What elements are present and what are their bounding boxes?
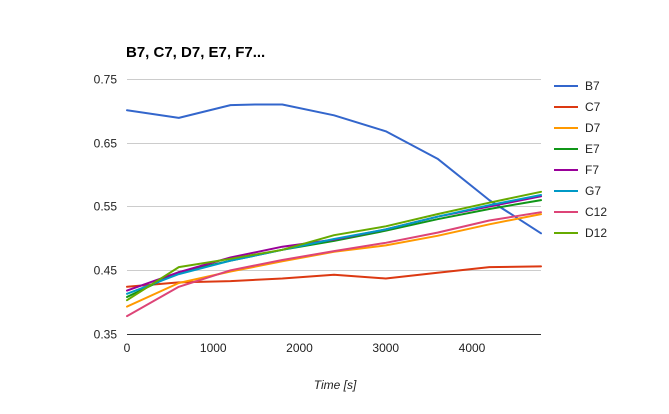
series-line-c12 xyxy=(126,211,542,318)
legend-item-d12[interactable]: D12 xyxy=(554,226,607,240)
x-tick-label: 0 xyxy=(124,341,131,355)
x-tick-label: 1000 xyxy=(200,341,227,355)
legend-item-g7[interactable]: G7 xyxy=(554,184,601,198)
series-line-e7 xyxy=(126,199,542,298)
x-axis-label: Time [s] xyxy=(314,378,357,392)
legend-label: D7 xyxy=(585,121,601,135)
y-tick-label: 0.35 xyxy=(94,328,118,342)
legend: B7 C7 D7 E7 F7 G7 C12 D12 xyxy=(554,79,607,240)
x-tick-label: 4000 xyxy=(459,341,486,355)
legend-item-c7[interactable]: C7 xyxy=(554,100,601,114)
legend-label: C7 xyxy=(585,100,601,114)
series-line-b7 xyxy=(126,103,542,235)
x-tick-label: 2000 xyxy=(286,341,313,355)
legend-item-f7[interactable]: F7 xyxy=(554,163,599,177)
series-lines xyxy=(126,103,542,318)
y-tick-label: 0.45 xyxy=(94,264,118,278)
legend-label: E7 xyxy=(585,142,600,156)
legend-item-d7[interactable]: D7 xyxy=(554,121,601,135)
legend-item-c12[interactable]: C12 xyxy=(554,205,607,219)
legend-label: G7 xyxy=(585,184,601,198)
legend-label: D12 xyxy=(585,226,607,240)
legend-label: F7 xyxy=(585,163,599,177)
x-tick-label: 3000 xyxy=(372,341,399,355)
series-line-g7 xyxy=(126,194,542,295)
legend-item-b7[interactable]: B7 xyxy=(554,79,600,93)
series-line-d7 xyxy=(126,213,542,308)
y-tick-label: 0.55 xyxy=(94,200,118,214)
series-line-d12 xyxy=(126,190,542,302)
y-tick-label: 0.75 xyxy=(94,73,118,87)
legend-item-e7[interactable]: E7 xyxy=(554,142,600,156)
legend-label: B7 xyxy=(585,79,600,93)
legend-label: C12 xyxy=(585,205,607,219)
axes: 0.35 0.45 0.55 0.65 0.75 0 1000 2000 3000 4000 xyxy=(94,73,541,355)
chart-title: B7, C7, D7, E7, F7... xyxy=(126,44,265,61)
y-tick-label: 0.65 xyxy=(94,137,118,151)
